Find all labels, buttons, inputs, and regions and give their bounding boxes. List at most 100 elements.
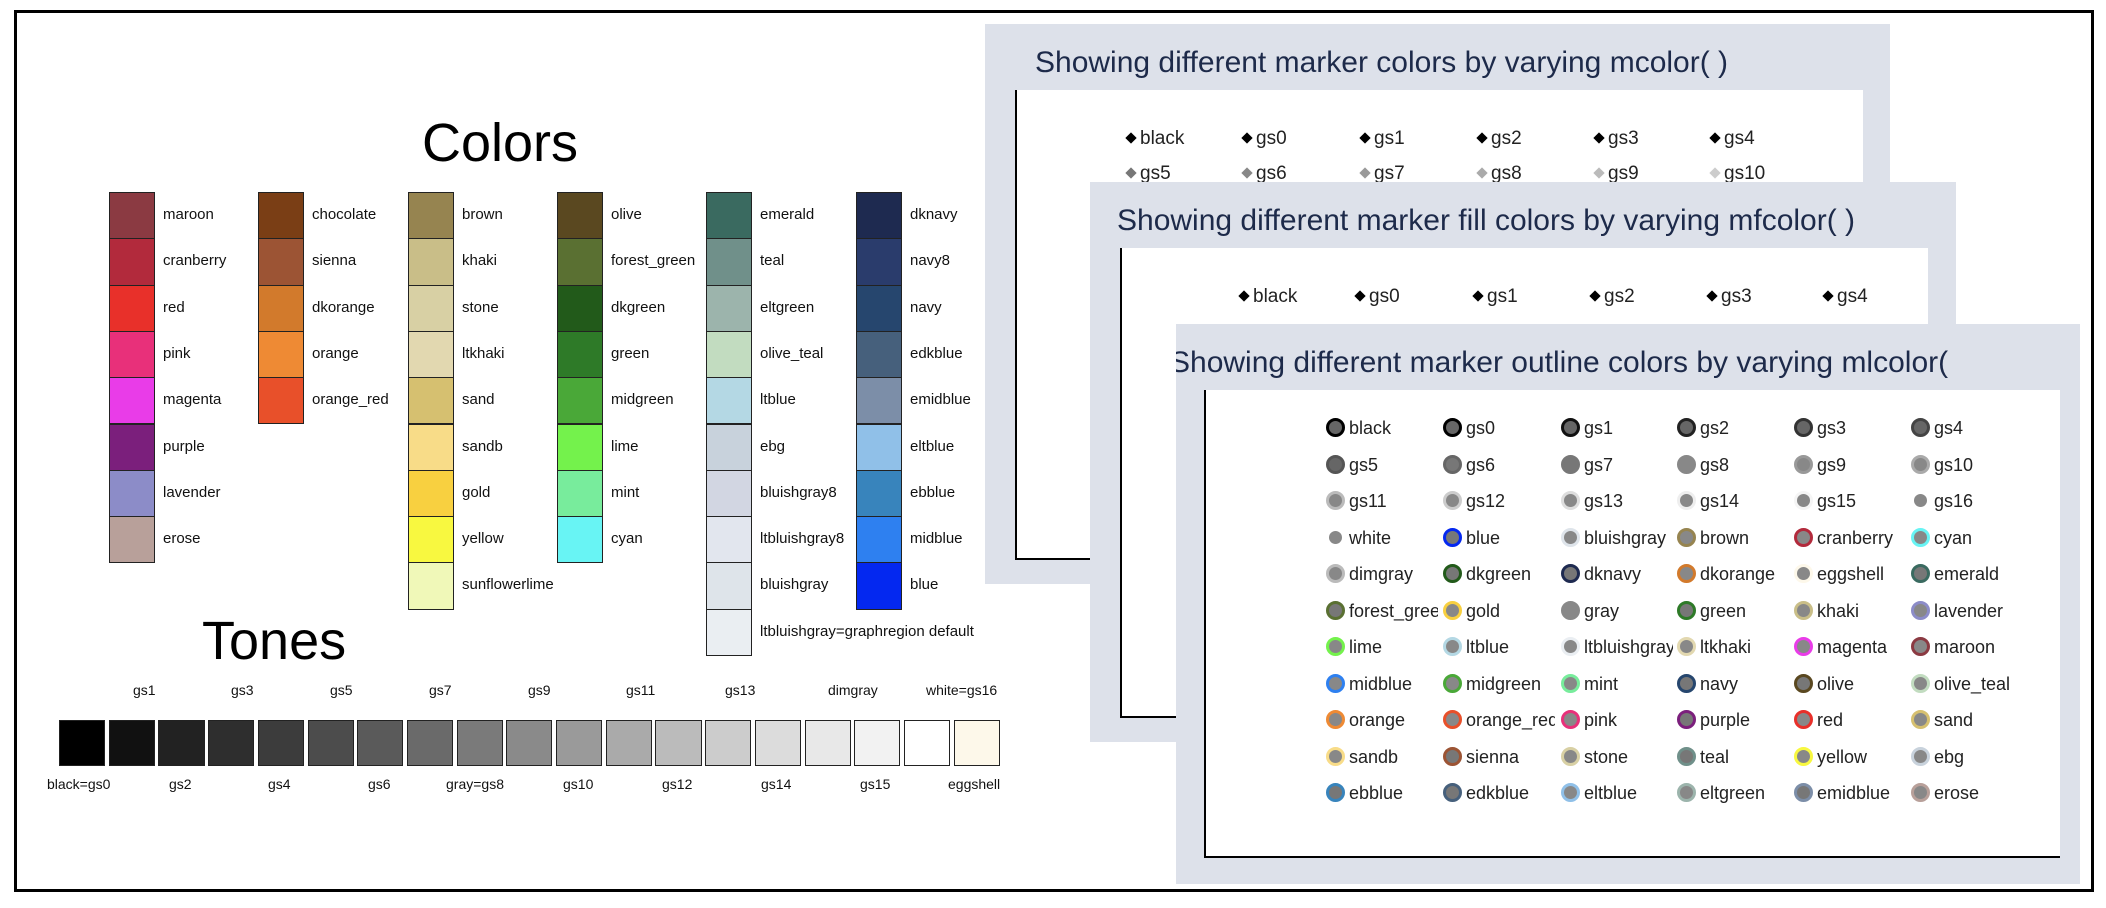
- color-swatch: [557, 238, 603, 286]
- marker-label: gold: [1466, 600, 1501, 621]
- marker-label: ltblue: [1466, 637, 1510, 657]
- color-swatch: [109, 377, 155, 425]
- tone-label-bottom: gs2: [169, 776, 192, 792]
- marker-label: gs10: [1724, 163, 1766, 184]
- tone-swatch: [257, 720, 304, 766]
- circle-marker-icon: [1561, 637, 1580, 656]
- circle-marker-icon: [1443, 637, 1462, 656]
- circle-marker-icon: [1911, 418, 1930, 437]
- tone-swatch: [605, 720, 652, 766]
- outline-marker-item: gs9: [1794, 454, 1906, 476]
- outline-marker-item: midgreen: [1443, 673, 1555, 695]
- outline-marker-item: lime: [1326, 636, 1438, 658]
- color-swatch-label: ebg: [760, 437, 786, 455]
- marker-label: gs12: [1466, 491, 1506, 511]
- color-swatch: [856, 377, 902, 425]
- outline-marker-item: dkgreen: [1443, 563, 1555, 585]
- diamond-marker-icon: [1125, 167, 1137, 179]
- diamond-marker-icon: [1709, 132, 1721, 144]
- outline-marker-item: ebg: [1911, 746, 2023, 768]
- outline-marker-item: ltkhaki: [1677, 636, 1789, 658]
- outline-marker-item: gs10: [1911, 454, 2023, 476]
- circle-marker-icon: [1794, 527, 1813, 547]
- color-swatch-label: green: [611, 344, 650, 362]
- tone-label-bottom: gs15: [860, 776, 891, 792]
- circle-marker-icon: [1794, 564, 1813, 583]
- diamond-marker-icon: [1241, 167, 1253, 179]
- outline-marker-item: orange: [1326, 709, 1438, 731]
- marker-label: black: [1253, 286, 1298, 307]
- outline-marker-item: gs16: [1911, 490, 2023, 512]
- color-swatch: [109, 423, 155, 471]
- circle-marker-icon: [1677, 418, 1696, 437]
- circle-marker-icon: [1326, 527, 1345, 547]
- tone-swatch: [754, 720, 801, 766]
- tone-label-top: gs5: [330, 682, 353, 698]
- marker-label: khaki: [1817, 600, 1860, 621]
- color-swatch-label: emerald: [760, 206, 815, 223]
- marker-label: gs5: [1349, 454, 1379, 475]
- tone-label-top: gs9: [528, 682, 551, 698]
- color-swatch-label: chocolate: [312, 206, 377, 223]
- color-tone-chart: Colors maroon cranberry red pink magenta purp…: [36, 20, 1046, 840]
- color-swatch: [557, 516, 603, 564]
- color-swatch-label: lime: [611, 437, 639, 455]
- marker-label: teal: [1700, 746, 1730, 767]
- marker-label: gs4: [1934, 418, 1964, 438]
- color-swatch: [408, 284, 454, 332]
- diamond-marker-icon: [1709, 167, 1721, 179]
- color-swatch: [706, 469, 752, 518]
- color-swatch: [856, 469, 902, 518]
- color-swatch: [557, 469, 603, 518]
- diamond-marker-icon: [1238, 290, 1250, 302]
- color-swatch-label: orange_red: [312, 391, 389, 409]
- panel-mcolor-title: Showing different marker colors by varyi…: [1035, 46, 1729, 79]
- marker-item: gs1: [1359, 128, 1405, 150]
- marker-label: edkblue: [1466, 783, 1530, 803]
- marker-label: eltgreen: [1700, 783, 1766, 803]
- marker-label: gs2: [1491, 128, 1522, 149]
- outline-marker-item: ebblue: [1326, 782, 1438, 804]
- outline-marker-item: cyan: [1911, 527, 2023, 549]
- color-swatch: [408, 238, 454, 286]
- marker-label: green: [1700, 600, 1747, 621]
- marker-label: gs11: [1349, 491, 1387, 511]
- diamond-marker-icon: [1593, 167, 1605, 179]
- circle-marker-icon: [1326, 418, 1345, 437]
- outline-marker-item: emidblue: [1794, 782, 1906, 804]
- marker-label: dimgray: [1349, 564, 1414, 584]
- marker-label: bluishgray: [1584, 527, 1667, 548]
- outline-marker-item: mint: [1561, 673, 1673, 695]
- marker-item: gs3: [1593, 128, 1639, 150]
- outline-marker-item: edkblue: [1443, 782, 1555, 804]
- marker-label: mint: [1584, 673, 1619, 694]
- color-swatch: [706, 562, 752, 610]
- circle-marker-icon: [1561, 783, 1580, 802]
- outline-marker-item: purple: [1677, 709, 1789, 731]
- circle-marker-icon: [1794, 783, 1813, 802]
- color-swatch-label: eltblue: [910, 437, 955, 455]
- outline-marker-item: gray: [1561, 600, 1673, 622]
- tone-swatch: [854, 720, 901, 766]
- diamond-marker-icon: [1476, 167, 1488, 179]
- color-swatch: [408, 423, 454, 471]
- outline-marker-item: lavender: [1911, 600, 2023, 622]
- color-swatch-label: cyan: [611, 530, 643, 548]
- marker-label: stone: [1584, 746, 1629, 767]
- color-swatch: [706, 377, 752, 425]
- outline-marker-item: eltblue: [1561, 782, 1673, 804]
- outline-marker-item: dknavy: [1561, 563, 1673, 585]
- marker-label: yellow: [1817, 746, 1868, 767]
- color-swatch: [706, 284, 752, 332]
- circle-marker-icon: [1677, 454, 1696, 474]
- tone-label-bottom: gray=gs8: [446, 776, 504, 792]
- tone-swatch: [158, 720, 205, 766]
- outline-marker-item: gs4: [1911, 417, 2023, 439]
- tone-label-bottom: gs4: [268, 776, 291, 792]
- color-swatch: [258, 284, 304, 332]
- circle-marker-icon: [1443, 491, 1462, 510]
- outline-marker-item: gold: [1443, 600, 1555, 622]
- marker-label: cyan: [1934, 527, 1973, 548]
- marker-label: gs8: [1700, 454, 1730, 475]
- circle-marker-icon: [1911, 600, 1930, 620]
